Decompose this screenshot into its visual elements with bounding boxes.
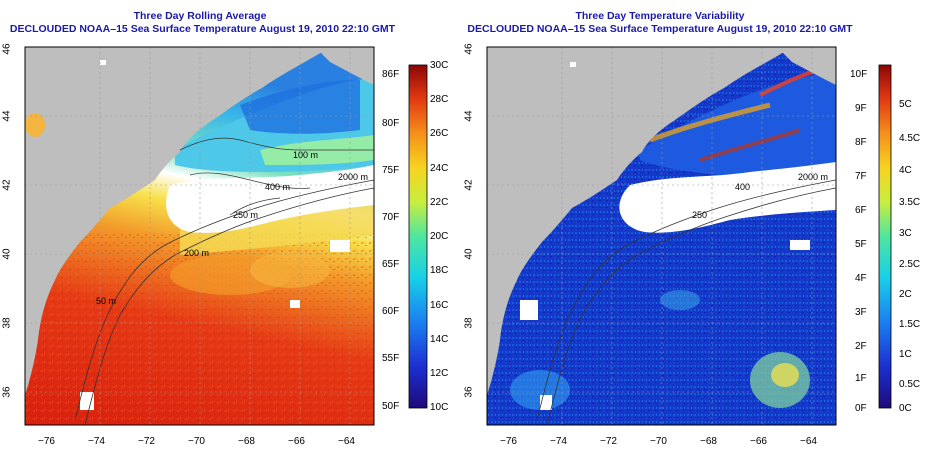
colorbar-c-label: 18C — [430, 265, 449, 276]
right-map-frame — [486, 46, 837, 426]
x-tick-label: −72 — [600, 436, 617, 447]
colorbar-c-label: 24C — [430, 163, 449, 174]
y-tick-label: 40 — [1, 248, 13, 260]
colorbar-c-label: 16C — [430, 300, 449, 311]
x-tick-label: −70 — [650, 436, 667, 447]
contour-label: 400 — [735, 182, 751, 192]
colorbar-c-label: 1.5C — [899, 319, 921, 330]
y-tick-label: 46 — [463, 43, 475, 55]
colorbar-c-label: 2.5C — [899, 259, 921, 270]
colorbar-c-label: 2C — [899, 289, 912, 300]
colorbar-f-label: 70F — [382, 212, 400, 223]
y-tick-label: 42 — [463, 179, 475, 191]
contour-label: 250 — [692, 210, 708, 220]
colorbar-f-label: 5F — [855, 239, 867, 250]
left-colorbar — [408, 64, 428, 409]
colorbar-f-label: 55F — [382, 353, 400, 364]
colorbar-c-label: 10C — [430, 402, 449, 413]
x-tick-label: −74 — [550, 436, 567, 447]
y-tick-label: 42 — [1, 179, 13, 191]
colorbar-c-label: 4C — [899, 165, 912, 176]
colorbar-f-label: 75F — [382, 165, 400, 176]
colorbar-c-label: 1C — [899, 349, 912, 360]
x-tick-label: −68 — [238, 436, 255, 447]
colorbar-f-label: 0F — [855, 403, 867, 414]
x-tick-label: −64 — [338, 436, 355, 447]
x-tick-label: −66 — [750, 436, 767, 447]
x-tick-label: −76 — [500, 436, 517, 447]
right-panel-title: Three Day Temperature Variability — [575, 10, 745, 22]
colorbar-f-label: 50F — [382, 401, 400, 412]
colorbar-f-label: 60F — [382, 306, 400, 317]
y-tick-label: 46 — [1, 43, 13, 55]
colorbar-c-label: 0.5C — [899, 379, 921, 390]
colorbar-f-label: 9F — [855, 103, 867, 114]
colorbar-f-label: 3F — [855, 307, 867, 318]
colorbar-c-label: 0C — [899, 403, 912, 414]
colorbar-c-label: 14C — [430, 334, 449, 345]
colorbar-f-label: 6F — [855, 205, 867, 216]
y-tick-label: 38 — [463, 317, 475, 329]
colorbar-c-label: 22C — [430, 197, 449, 208]
x-tick-label: −66 — [288, 436, 305, 447]
colorbar-c-label: 5C — [899, 99, 912, 110]
contour-label: 2000 m — [798, 172, 829, 182]
colorbar-c-label: 26C — [430, 128, 449, 139]
x-tick-label: −68 — [700, 436, 717, 447]
colorbar-c-label: 4.5C — [899, 133, 921, 144]
x-tick-label: −70 — [188, 436, 205, 447]
contour-label: 250 m — [233, 210, 259, 220]
y-tick-label: 44 — [463, 110, 475, 122]
colorbar-c-label: 3.5C — [899, 197, 921, 208]
colorbar-f-label: 80F — [382, 118, 400, 129]
colorbar-f-label: 10F — [850, 69, 868, 80]
colorbar-c-label: 12C — [430, 368, 449, 379]
contour-label: 400 m — [265, 182, 291, 192]
contour-label: 200 m — [184, 248, 210, 258]
left-panel-subtitle: DECLOUDED NOAA–15 Sea Surface Temperatur… — [9, 23, 396, 35]
contour-label: 100 m — [293, 150, 319, 160]
contour-label: 2000 m — [338, 172, 369, 182]
right-map — [487, 47, 836, 425]
colorbar-f-label: 7F — [855, 171, 867, 182]
y-tick-label: 40 — [463, 248, 475, 260]
y-tick-label: 36 — [463, 386, 475, 398]
colorbar-f-label: 2F — [855, 341, 867, 352]
y-tick-label: 44 — [1, 110, 13, 122]
x-tick-label: −72 — [138, 436, 155, 447]
left-map-frame — [24, 46, 375, 426]
x-tick-label: −74 — [88, 436, 105, 447]
colorbar-f-label: 1F — [855, 373, 867, 384]
colorbar-c-label: 3C — [899, 228, 912, 239]
colorbar-c-label: 30C — [430, 60, 449, 71]
colorbar-c-label: 20C — [430, 231, 449, 242]
right-colorbar — [878, 64, 892, 409]
right-panel-subtitle: DECLOUDED NOAA–15 Sea Surface Temperatur… — [467, 23, 853, 35]
left-panel-title: Three Day Rolling Average — [133, 10, 267, 22]
colorbar-c-label: 28C — [430, 94, 449, 105]
contour-label: 50 m — [96, 296, 117, 306]
y-tick-label: 38 — [1, 317, 13, 329]
colorbar-f-label: 86F — [382, 69, 400, 80]
colorbar-f-label: 4F — [855, 273, 867, 284]
left-map — [25, 47, 374, 425]
x-tick-label: −64 — [800, 436, 817, 447]
colorbar-f-label: 8F — [855, 137, 867, 148]
colorbar-f-label: 65F — [382, 259, 400, 270]
x-tick-label: −76 — [38, 436, 55, 447]
y-tick-label: 36 — [1, 386, 13, 398]
